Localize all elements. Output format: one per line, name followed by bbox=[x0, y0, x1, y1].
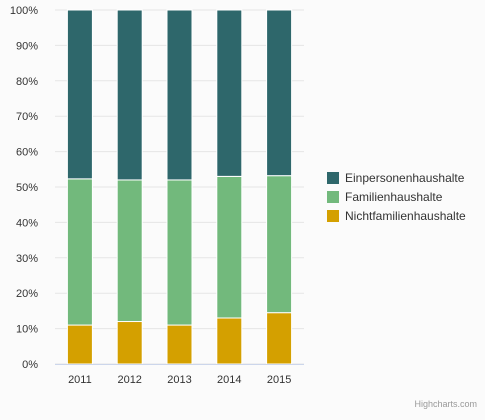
legend-swatch bbox=[327, 171, 339, 184]
legend-label: Einpersonenhaushalte bbox=[345, 170, 465, 185]
y-tick-label: 80% bbox=[16, 76, 38, 88]
credits-link[interactable]: Highcharts.com bbox=[414, 399, 477, 409]
legend-swatch bbox=[327, 209, 339, 222]
legend-item-einpersonenhaushalte[interactable]: Einpersonenhaushalte bbox=[327, 168, 466, 187]
y-tick-label: 60% bbox=[16, 147, 38, 159]
y-tick-label: 30% bbox=[16, 253, 38, 265]
legend-swatch bbox=[327, 190, 339, 203]
legend-item-nichtfamilienhaushalte[interactable]: Nichtfamilienhaushalte bbox=[327, 206, 466, 225]
y-tick-label: 50% bbox=[16, 182, 38, 194]
bar-einpersonenhaushalte-2012[interactable] bbox=[116, 9, 143, 181]
bar-familienhaushalte-2011[interactable] bbox=[66, 178, 93, 326]
legend-label: Nichtfamilienhaushalte bbox=[345, 208, 466, 223]
bar-nichtfamilienhaushalte-2015[interactable] bbox=[266, 312, 293, 365]
bar-nichtfamilienhaushalte-2012[interactable] bbox=[116, 321, 143, 365]
legend: Einpersonenhaushalte Familienhaushalte N… bbox=[327, 168, 466, 225]
y-tick-label: 20% bbox=[16, 288, 38, 300]
bar-einpersonenhaushalte-2011[interactable] bbox=[66, 9, 93, 180]
y-tick-label: 70% bbox=[16, 111, 38, 123]
bar-einpersonenhaushalte-2014[interactable] bbox=[216, 9, 243, 177]
x-axis: 2011 2012 2013 2014 2015 bbox=[55, 364, 304, 386]
bar-einpersonenhaushalte-2015[interactable] bbox=[266, 9, 293, 177]
y-tick-label: 10% bbox=[16, 324, 38, 336]
bar-series-group bbox=[66, 9, 293, 365]
bar-familienhaushalte-2014[interactable] bbox=[216, 175, 243, 319]
bar-nichtfamilienhaushalte-2013[interactable] bbox=[166, 324, 193, 365]
x-tick-label: 2012 bbox=[117, 374, 141, 386]
bar-nichtfamilienhaushalte-2014[interactable] bbox=[216, 317, 243, 365]
x-tick-label: 2013 bbox=[167, 374, 191, 386]
y-axis: 0% 10% 20% 30% 40% 50% 60% 70% 80% 90% 100% bbox=[10, 5, 38, 371]
bar-einpersonenhaushalte-2013[interactable] bbox=[166, 9, 193, 181]
y-tick-label: 100% bbox=[10, 5, 38, 17]
x-tick-label: 2014 bbox=[217, 374, 241, 386]
y-tick-label: 0% bbox=[22, 359, 38, 371]
bar-nichtfamilienhaushalte-2011[interactable] bbox=[66, 324, 93, 365]
legend-item-familienhaushalte[interactable]: Familienhaushalte bbox=[327, 187, 466, 206]
x-tick-label: 2015 bbox=[267, 374, 291, 386]
bar-familienhaushalte-2015[interactable] bbox=[266, 175, 293, 314]
y-tick-label: 90% bbox=[16, 40, 38, 52]
bar-familienhaushalte-2013[interactable] bbox=[166, 179, 193, 326]
x-tick-label: 2011 bbox=[68, 374, 92, 386]
legend-label: Familienhaushalte bbox=[345, 189, 443, 204]
y-tick-label: 40% bbox=[16, 217, 38, 229]
bar-familienhaushalte-2012[interactable] bbox=[116, 179, 143, 323]
